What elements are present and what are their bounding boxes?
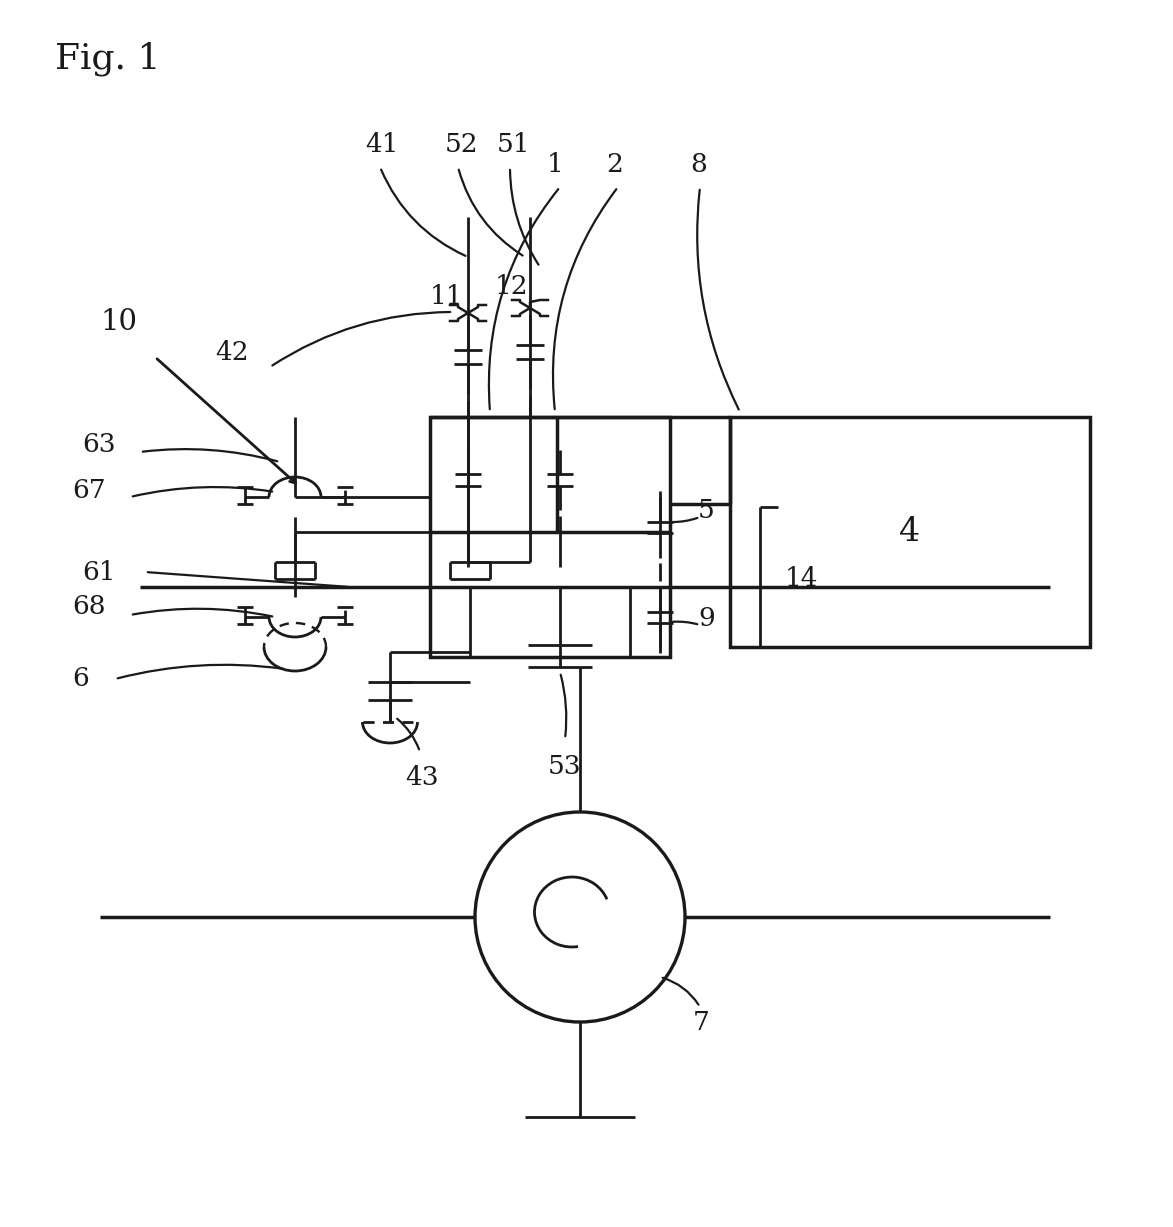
Text: 42: 42 xyxy=(215,340,249,364)
Text: 52: 52 xyxy=(445,133,479,157)
Text: 43: 43 xyxy=(405,764,439,790)
Text: 10: 10 xyxy=(100,308,137,336)
Text: 4: 4 xyxy=(900,517,921,548)
Text: 61: 61 xyxy=(82,560,115,584)
Text: Fig. 1: Fig. 1 xyxy=(55,42,161,76)
Bar xyxy=(730,417,1090,647)
Text: 68: 68 xyxy=(72,595,106,620)
Text: 7: 7 xyxy=(693,1010,710,1034)
Text: 14: 14 xyxy=(785,567,819,591)
Text: 51: 51 xyxy=(497,133,530,157)
Text: 6: 6 xyxy=(72,666,89,692)
Text: 67: 67 xyxy=(72,477,106,503)
Text: 63: 63 xyxy=(82,432,116,456)
Text: 5: 5 xyxy=(698,497,714,523)
Text: 12: 12 xyxy=(495,275,529,299)
Bar xyxy=(430,417,670,656)
Text: 9: 9 xyxy=(698,605,714,631)
Text: 11: 11 xyxy=(430,285,463,309)
Text: 41: 41 xyxy=(365,133,399,157)
Text: 1: 1 xyxy=(547,152,564,177)
Text: 53: 53 xyxy=(548,755,582,779)
Text: 2: 2 xyxy=(606,152,623,177)
Text: 8: 8 xyxy=(690,152,707,177)
